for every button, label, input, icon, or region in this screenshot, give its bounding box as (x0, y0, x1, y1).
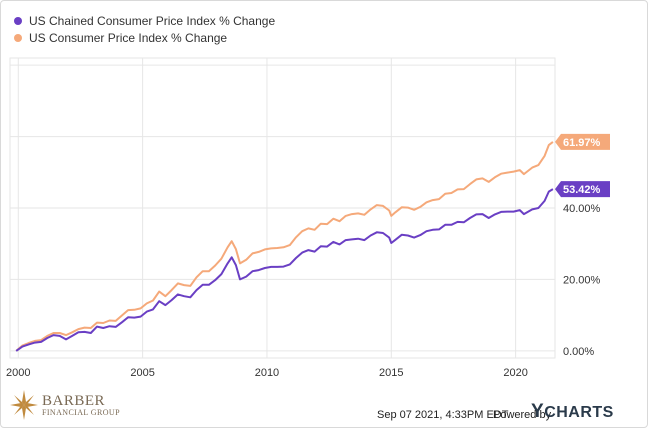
legend-label-cpi: US Consumer Price Index % Change (29, 30, 228, 45)
x-tick-label: 2005 (130, 367, 154, 379)
powered-by-text: Powered by (493, 409, 552, 421)
ycharts-logo-y: Y (531, 401, 545, 422)
legend-item-cpi[interactable]: US Consumer Price Index % Change (14, 29, 275, 46)
legend-label-chained: US Chained Consumer Price Index % Change (29, 13, 276, 28)
legend: US Chained Consumer Price Index % Change… (14, 12, 275, 46)
y-tick-label: 20.00% (563, 274, 601, 286)
y-tick-label: 40.00% (563, 203, 601, 215)
ycharts-logo[interactable]: YCHARTS (531, 401, 614, 423)
series-line-cpi (15, 141, 554, 352)
legend-item-chained[interactable]: US Chained Consumer Price Index % Change (14, 12, 275, 29)
end-label-chained: 53.42% (563, 184, 601, 196)
x-tick-label: 2015 (379, 367, 403, 379)
y-tick-label: 0.00% (563, 346, 594, 358)
legend-swatch-chained (14, 16, 22, 25)
x-tick-label: 2010 (255, 367, 279, 379)
x-tick-label: 2000 (6, 367, 30, 379)
barber-logo: BARBER FINANCIAL GROUP (10, 390, 120, 420)
x-tick-label: 2020 (503, 367, 527, 379)
series-line-chained (15, 188, 554, 352)
starburst-icon (10, 390, 38, 420)
timestamp: Sep 07 2021, 4:33PM EDT. (377, 409, 511, 421)
legend-swatch-cpi (14, 33, 22, 42)
logo-name: BARBER (42, 392, 106, 409)
ycharts-logo-rest: CHARTS (544, 404, 614, 421)
end-label-cpi: 61.97% (563, 137, 601, 149)
logo-subtitle: FINANCIAL GROUP (42, 407, 120, 417)
end-label-tag-chained (555, 181, 610, 198)
end-label-tag-cpi (555, 133, 610, 150)
